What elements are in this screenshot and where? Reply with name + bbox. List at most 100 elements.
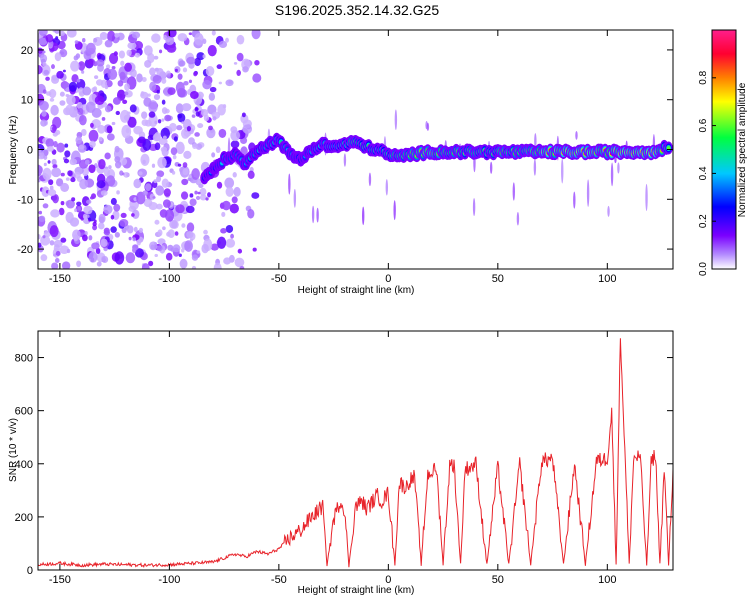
- noise-smear: [293, 189, 297, 208]
- noise-speck: [49, 240, 55, 246]
- noise-speck: [133, 178, 142, 189]
- snr-x-tick-label: 50: [492, 574, 504, 586]
- noise-speck: [100, 79, 107, 89]
- noise-speck: [39, 100, 49, 111]
- noise-speck: [108, 52, 119, 65]
- noise-speck: [77, 61, 86, 71]
- noise-speck: [225, 224, 234, 233]
- noise-speck: [66, 199, 75, 209]
- noise-speck: [216, 64, 223, 70]
- noise-speck: [185, 205, 195, 214]
- noise-speck: [43, 69, 50, 75]
- noise-speck: [106, 125, 113, 134]
- noise-speck: [38, 64, 43, 75]
- noise-speck: [175, 141, 185, 155]
- noise-speck: [106, 30, 116, 42]
- snr-frame: [37, 330, 674, 571]
- noise-speck: [203, 229, 208, 235]
- noise-speck: [186, 125, 191, 132]
- noise-speck: [89, 140, 96, 148]
- noise-speck: [66, 94, 76, 106]
- noise-speck: [251, 30, 261, 40]
- noise-speck: [175, 81, 185, 94]
- noise-speck: [83, 49, 92, 61]
- noise-speck: [191, 254, 199, 261]
- noise-speck: [41, 186, 50, 198]
- spectrogram-x-tick-label: 0: [385, 273, 391, 285]
- snr-x-tick-label: -100: [158, 574, 180, 586]
- noise-speck: [202, 79, 212, 90]
- noise-speck: [196, 250, 201, 254]
- colorbar: 0.0 0.2 0.4 0.6 0.8 Normalized spectral ampl…: [698, 29, 748, 276]
- spectrogram-y-tick-label: -10: [17, 194, 33, 206]
- noise-speck: [193, 71, 198, 77]
- noise-speck: [51, 158, 57, 166]
- noise-speck: [212, 116, 217, 121]
- noise-speck: [111, 121, 116, 126]
- noise-speck: [195, 178, 202, 186]
- noise-speck: [148, 111, 156, 118]
- noise-speck: [73, 55, 79, 61]
- noise-speck: [154, 253, 158, 258]
- spectrogram-y-tick-label: 10: [21, 95, 33, 107]
- noise-speck: [98, 213, 106, 224]
- noise-speck: [99, 32, 108, 40]
- noise-speck: [85, 101, 96, 113]
- snr-x-tick-label: 100: [598, 574, 616, 586]
- noise-speck: [77, 206, 82, 211]
- noise-speck: [156, 170, 165, 178]
- noise-speck: [76, 260, 82, 268]
- noise-speck: [182, 168, 189, 176]
- noise-speck: [153, 179, 158, 184]
- noise-speck: [45, 76, 50, 81]
- snr-y-tick-label: 400: [15, 459, 33, 471]
- noise-speck: [65, 104, 74, 116]
- noise-speck: [142, 190, 149, 196]
- noise-speck: [119, 109, 130, 123]
- noise-speck: [199, 194, 207, 201]
- noise-speck: [83, 205, 93, 215]
- noise-speck: [77, 107, 84, 116]
- noise-speck: [84, 159, 90, 165]
- noise-speck: [88, 164, 96, 174]
- noise-speck: [41, 110, 47, 117]
- noise-speck: [121, 227, 127, 234]
- noise-speck: [181, 128, 190, 139]
- noise-speck: [103, 204, 113, 215]
- noise-smear: [575, 131, 578, 140]
- noise-speck: [127, 41, 137, 50]
- noise-speck: [109, 73, 113, 77]
- noise-speck: [206, 127, 216, 139]
- noise-speck: [172, 244, 181, 253]
- noise-speck: [45, 34, 54, 43]
- noise-speck: [56, 70, 64, 79]
- noise-speck: [88, 129, 99, 143]
- noise-speck: [89, 196, 94, 200]
- noise-speck: [120, 212, 127, 218]
- noise-speck: [186, 231, 194, 239]
- noise-speck: [104, 105, 112, 113]
- noise-speck: [177, 163, 182, 167]
- noise-speck: [170, 147, 178, 156]
- noise-speck: [181, 248, 185, 253]
- noise-speck: [189, 198, 197, 206]
- noise-smear: [316, 207, 319, 223]
- noise-speck: [113, 203, 121, 212]
- noise-speck: [209, 86, 217, 93]
- colorbar-gradient: [712, 30, 736, 269]
- noise-speck: [186, 222, 195, 233]
- noise-speck: [124, 83, 130, 91]
- noise-speck: [63, 158, 70, 164]
- noise-speck: [92, 221, 97, 227]
- noise-speck: [221, 200, 231, 211]
- noise-speck: [66, 248, 71, 254]
- noise-speck: [196, 91, 204, 99]
- noise-speck: [114, 145, 120, 153]
- noise-speck: [53, 239, 63, 248]
- spectrogram-x-tick-label: -150: [49, 273, 71, 285]
- noise-speck: [51, 167, 62, 178]
- noise-speck: [131, 31, 141, 39]
- noise-speck: [231, 196, 238, 204]
- noise-speck: [75, 136, 83, 145]
